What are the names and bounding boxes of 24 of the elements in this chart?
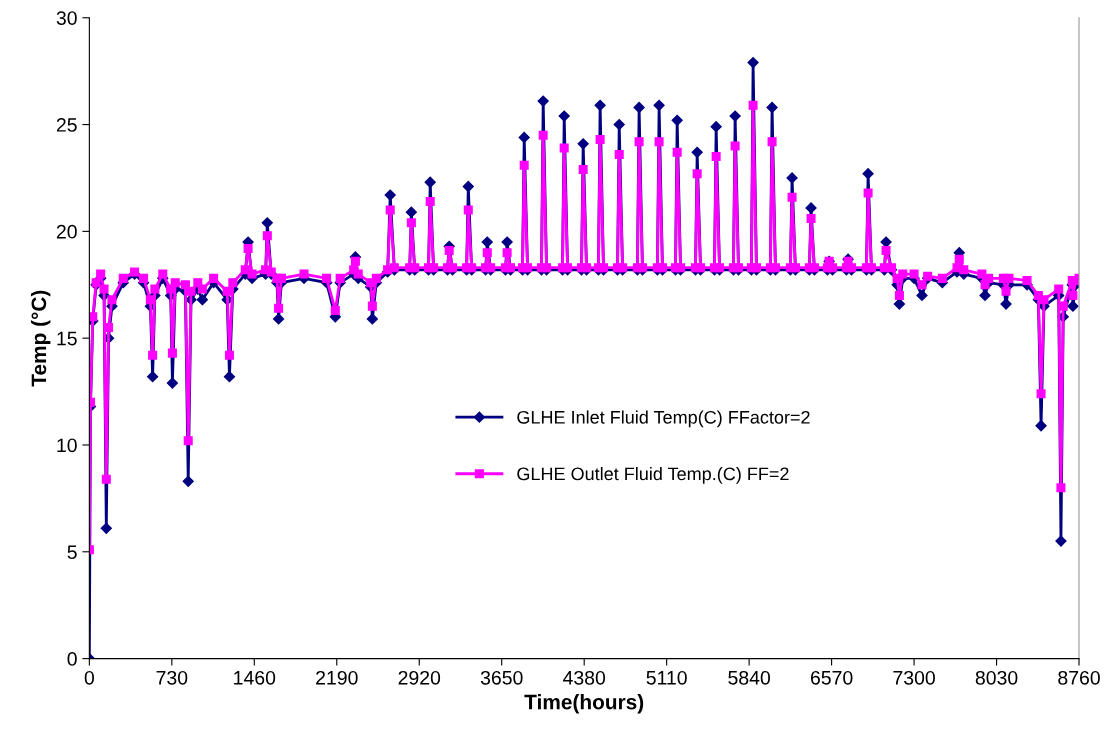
y-tick-label: 20 bbox=[56, 224, 77, 239]
y-axis-title: Temp (°C) bbox=[30, 290, 51, 387]
y-tick-label: 0 bbox=[67, 652, 77, 666]
legend-label: GLHE Outlet Fluid Temp.(C) FF=2 bbox=[517, 466, 789, 484]
x-tick-label: 8030 bbox=[975, 670, 1018, 685]
x-tick-label: 4380 bbox=[563, 670, 606, 685]
y-tick-label: 10 bbox=[57, 438, 77, 453]
x-tick-label: 2920 bbox=[398, 670, 441, 685]
y-tick-label: 30 bbox=[56, 11, 77, 25]
x-tick-label: 730 bbox=[156, 670, 188, 685]
x-axis-title: Time(hours) bbox=[524, 694, 644, 714]
x-tick-label: 8760 bbox=[1058, 670, 1100, 685]
y-tick-label: 25 bbox=[56, 118, 77, 132]
x-tick-label: 6570 bbox=[810, 670, 853, 685]
x-tick-label: 1460 bbox=[234, 670, 276, 685]
x-tick-label: 2190 bbox=[316, 670, 358, 685]
legend-label: GLHE Inlet Fluid Temp(C) FFactor=2 bbox=[517, 410, 810, 428]
x-tick-label: 5840 bbox=[728, 670, 770, 685]
y-tick-label: 15 bbox=[57, 331, 77, 346]
x-tick-label: 7300 bbox=[893, 670, 935, 685]
x-tick-label: 0 bbox=[84, 670, 95, 685]
x-tick-label: 5110 bbox=[646, 670, 687, 685]
x-tick-label: 3650 bbox=[480, 670, 523, 685]
y-tick-label: 5 bbox=[67, 545, 77, 560]
